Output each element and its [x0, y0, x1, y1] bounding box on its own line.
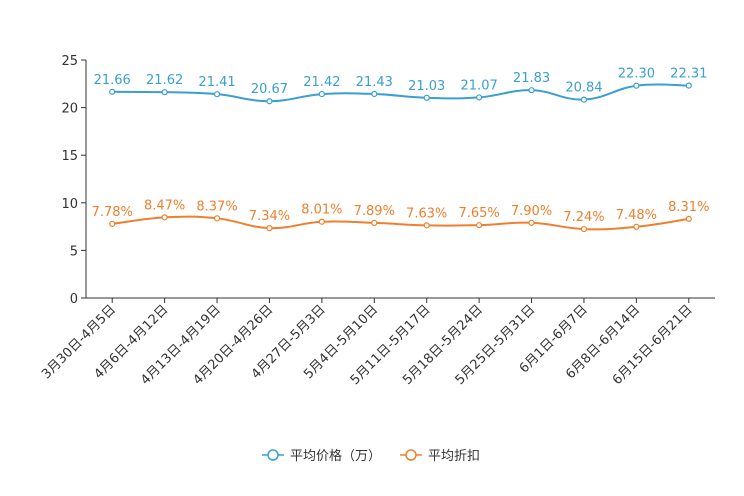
data-label: 21.43: [356, 75, 393, 90]
data-label: 22.31: [670, 67, 707, 82]
legend-item-0[interactable]: 平均价格（万）: [262, 448, 381, 464]
data-point: [161, 214, 168, 221]
data-point: [476, 222, 483, 229]
data-label: 7.90%: [511, 204, 552, 219]
data-point: [633, 82, 640, 89]
data-label: 8.47%: [144, 198, 185, 213]
data-point: [266, 98, 273, 105]
data-label: 20.67: [251, 82, 288, 97]
legend-label: 平均折扣: [428, 449, 480, 464]
legend-label: 平均价格（万）: [290, 448, 381, 464]
legend-swatch-marker: [405, 449, 417, 461]
data-point: [318, 218, 325, 225]
data-label: 21.62: [146, 73, 183, 88]
data-point: [423, 222, 430, 229]
data-label: 7.65%: [458, 206, 499, 221]
data-label: 8.37%: [196, 199, 237, 214]
data-label: 8.31%: [668, 200, 709, 215]
data-label: 7.89%: [354, 204, 395, 219]
series-line-0: [112, 83, 689, 103]
data-label: 21.42: [303, 75, 340, 90]
data-point: [423, 94, 430, 101]
data-point: [266, 225, 273, 232]
axes: 05101520253月30日-4月5日4月6日-4月12日4月13日-4月19…: [39, 54, 715, 388]
data-point: [528, 87, 535, 94]
data-point: [580, 96, 588, 103]
data-label: 20.84: [565, 81, 602, 96]
data-label: 7.78%: [92, 205, 133, 220]
data-label: 8.01%: [301, 203, 342, 218]
data-point: [109, 88, 116, 95]
legend[interactable]: 平均价格（万） 平均折扣: [262, 448, 480, 464]
data-label: 7.63%: [406, 206, 447, 221]
data-point: [371, 90, 378, 98]
data-label: 21.07: [461, 78, 498, 93]
legend-swatch-marker: [267, 449, 279, 461]
data-point: [685, 82, 692, 89]
data-label: 21.41: [198, 75, 235, 90]
data-label: 7.48%: [616, 208, 657, 223]
y-tick-label: 5: [70, 244, 78, 259]
y-tick-label: 15: [61, 149, 78, 164]
data-point: [685, 215, 692, 222]
data-point: [476, 94, 483, 101]
y-tick-label: 25: [61, 54, 78, 69]
series-layer: [109, 82, 692, 233]
series-line-1: [112, 215, 689, 231]
legend-item-1[interactable]: 平均折扣: [400, 449, 480, 464]
data-point: [213, 91, 221, 98]
data-label: 21.66: [94, 73, 131, 88]
y-tick-label: 0: [70, 292, 78, 307]
data-point: [161, 89, 168, 96]
data-point: [318, 90, 325, 98]
y-tick-label: 10: [61, 197, 78, 212]
data-label: 21.03: [408, 79, 445, 94]
data-point: [633, 223, 640, 230]
data-point: [213, 215, 221, 222]
y-tick-label: 20: [61, 102, 78, 117]
data-label: 7.24%: [563, 210, 604, 225]
data-label: 7.34%: [249, 209, 290, 224]
data-labels: 21.66 21.62 21.41 20.67 21.42 21.43 21.03 21.07…: [92, 67, 710, 225]
data-point: [580, 225, 588, 233]
data-point: [528, 219, 535, 226]
data-label: 21.83: [513, 71, 550, 86]
data-label: 22.30: [618, 67, 655, 82]
data-point: [109, 220, 116, 228]
data-point: [371, 219, 378, 226]
